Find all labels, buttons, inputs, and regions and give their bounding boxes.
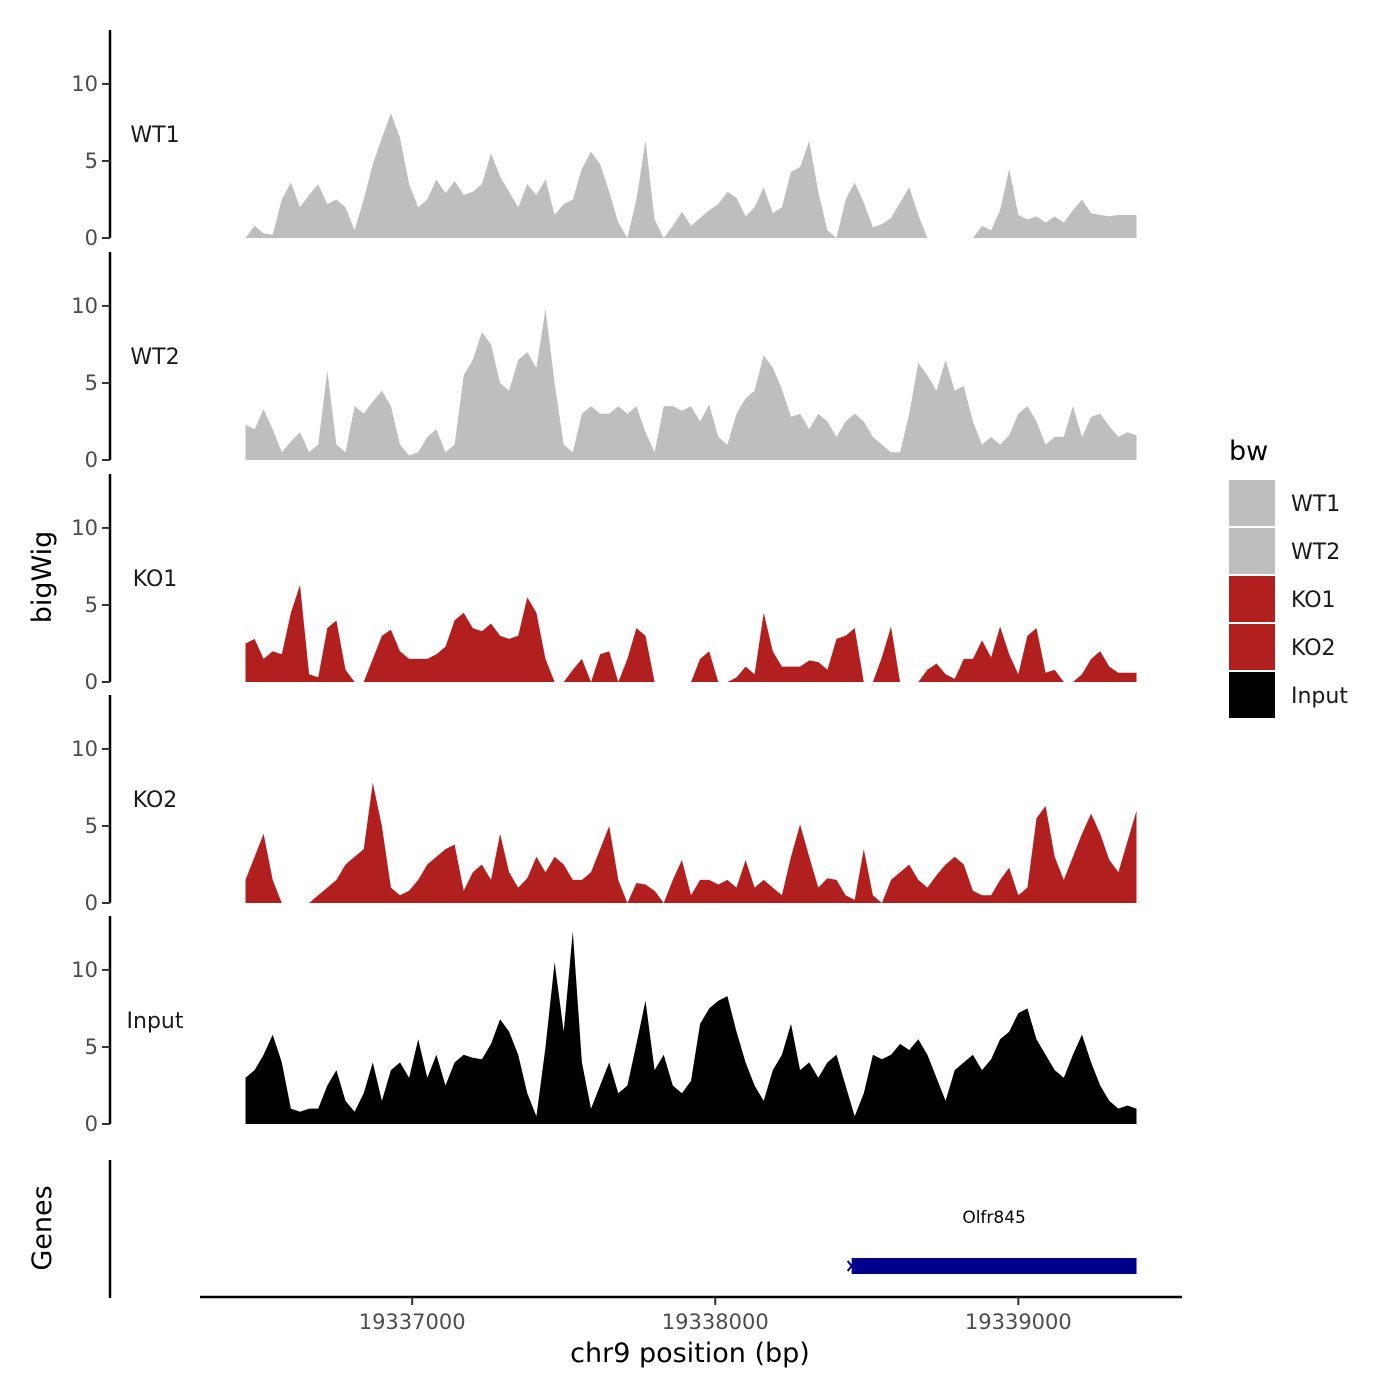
gene-strand-marker <box>846 1260 857 1272</box>
track-ko1: 0 5 10 KO1 <box>71 474 1137 694</box>
gene-body <box>851 1258 1137 1274</box>
y-tick-label: 0 <box>85 670 98 694</box>
y-tick-label: 5 <box>85 149 98 173</box>
tracks-layer: 0 5 10 WT1 0 5 10 WT2 0 5 10 KO1 0 5 10 KO2 0 5 10 Input <box>71 30 1137 1136</box>
y-tick-label: 10 <box>71 72 98 96</box>
track-wt1: 0 5 10 WT1 <box>71 30 1137 250</box>
signal-area-ko2 <box>245 782 1137 903</box>
x-axis: 19337000 19338000 19339000 <box>200 1295 1182 1334</box>
y-tick-label: 10 <box>71 294 98 318</box>
signal-area-ko1 <box>245 584 1137 682</box>
y-tick-label: 10 <box>71 958 98 982</box>
genes-track-title: Genes <box>27 1185 58 1270</box>
legend-swatch-wt2 <box>1229 528 1275 574</box>
y-tick-label: 10 <box>71 737 98 761</box>
track-input: 0 5 10 Input <box>71 916 1137 1136</box>
track-label-wt1: WT1 <box>130 123 179 148</box>
legend-label-wt1: WT1 <box>1291 492 1340 517</box>
y-tick-label: 0 <box>85 891 98 915</box>
y-tick-label: 0 <box>85 226 98 250</box>
legend-title: bw <box>1229 436 1268 467</box>
signal-area-wt1 <box>245 113 1137 238</box>
y-tick-label: 5 <box>85 1035 98 1059</box>
x-axis-title: chr9 position (bp) <box>570 1338 810 1369</box>
track-ko2: 0 5 10 KO2 <box>71 695 1137 915</box>
legend: bw WT1 WT2 KO1 KO2 Input <box>1229 436 1348 718</box>
y-tick-label: 5 <box>85 593 98 617</box>
track-label-ko1: KO1 <box>133 567 178 592</box>
y-tick-label: 10 <box>71 516 98 540</box>
track-wt2: 0 5 10 WT2 <box>71 252 1137 472</box>
track-label-wt2: WT2 <box>130 345 179 370</box>
y-tick-label: 5 <box>85 371 98 395</box>
y-tick-label: 5 <box>85 814 98 838</box>
x-tick-label: 19337000 <box>359 1310 466 1334</box>
x-tick-label: 19338000 <box>662 1310 769 1334</box>
legend-label-wt2: WT2 <box>1291 540 1340 565</box>
y-axis-title: bigWig <box>27 531 58 624</box>
legend-swatch-wt1 <box>1229 480 1275 526</box>
track-label-ko2: KO2 <box>133 788 178 813</box>
legend-swatch-ko2 <box>1229 624 1275 670</box>
legend-label-ko1: KO1 <box>1291 588 1336 613</box>
track-label-input: Input <box>127 1009 184 1034</box>
legend-swatch-ko1 <box>1229 576 1275 622</box>
y-tick-label: 0 <box>85 448 98 472</box>
y-tick-label: 0 <box>85 1112 98 1136</box>
legend-label-ko2: KO2 <box>1291 636 1336 661</box>
signal-area-wt2 <box>245 309 1137 460</box>
x-tick-label: 19339000 <box>965 1310 1072 1334</box>
signal-area-input <box>245 931 1137 1124</box>
legend-swatch-input <box>1229 672 1275 718</box>
gene-label: Olfr845 <box>962 1208 1026 1228</box>
legend-label-input: Input <box>1291 684 1348 709</box>
genes-track: Olfr845 <box>108 1160 1137 1298</box>
